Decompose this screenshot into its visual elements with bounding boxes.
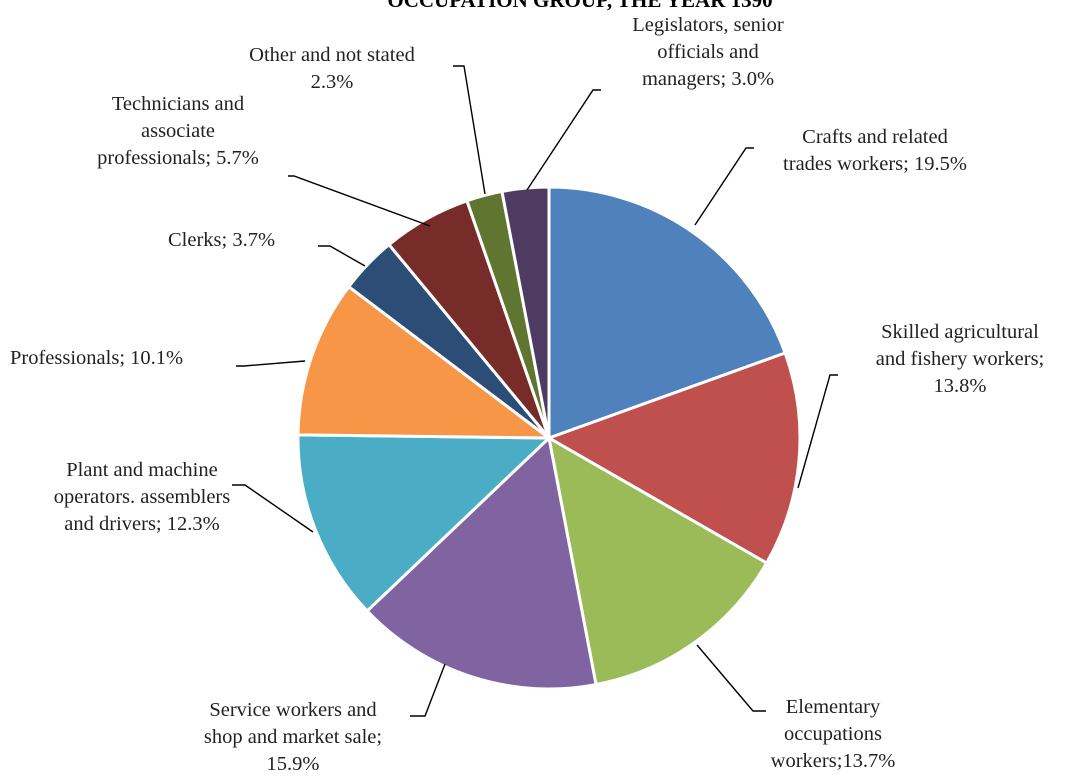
leader-lines (232, 65, 838, 717)
slice-label: Elementary occupations workers;13.7% (771, 696, 896, 772)
slice-label-line: trades workers; 19.5% (783, 153, 967, 175)
leader-line (288, 175, 431, 227)
pie-slice (365, 436, 598, 691)
slice-label-line: Elementary (786, 696, 881, 718)
pie-slice (547, 436, 769, 687)
slice-label-line: occupations (784, 723, 882, 745)
slice-label: Other and not stated 2.3% (249, 44, 415, 93)
slice-label-line: Legislators, senior (632, 14, 784, 36)
pie-slice (296, 433, 551, 613)
slice-label-line: managers; 3.0% (642, 68, 774, 90)
slice-label-line: Other and not stated (249, 44, 415, 66)
slice-label-line: 2.3% (311, 71, 354, 93)
slice-label-line: operators. assemblers (54, 486, 230, 508)
slice-label: Clerks; 3.7% (168, 229, 275, 251)
slice-label-line: 13.8% (934, 375, 987, 397)
slice-label-line: and fishery workers; (876, 348, 1045, 370)
slice-label-line: Service workers and (209, 699, 376, 721)
chart-title: OCCUPATION GROUP, THE YEAR 1390 (387, 0, 772, 12)
slice-label-line: Clerks; 3.7% (168, 229, 275, 251)
leader-line (526, 89, 601, 191)
slice-label-line: professionals; 5.7% (97, 147, 259, 169)
pie-slice (547, 351, 802, 565)
slice-label: Professionals; 10.1% (10, 347, 183, 369)
leader-line (232, 484, 314, 533)
slice-label-line: Skilled agricultural (881, 321, 1039, 343)
leader-line (694, 147, 754, 226)
slice-label: Service workers and shop and market sale;… (204, 699, 382, 775)
leader-line (696, 644, 766, 712)
slice-label-line: and drivers; 12.3% (64, 513, 219, 535)
slice-labels: Crafts and related trades workers; 19.5% S… (10, 14, 1044, 775)
pie-slice (296, 285, 551, 440)
leader-line (797, 374, 838, 489)
slice-label: Crafts and related trades workers; 19.5% (783, 126, 967, 175)
slice-label-line: Professionals; 10.1% (10, 347, 183, 369)
pie-slice (500, 185, 551, 440)
slice-label-line: associate (141, 120, 215, 142)
leader-line (236, 360, 306, 367)
slice-label: Legislators, senior officials and managers… (632, 14, 784, 90)
slice-label: Skilled agricultural and fishery workers;… (876, 321, 1045, 397)
slice-label-line: Crafts and related (802, 126, 948, 148)
slice-label: Plant and machine operators. assemblers an… (54, 459, 230, 535)
slice-label-line: Plant and machine (66, 459, 217, 481)
pie-slice (547, 185, 787, 440)
leader-line (453, 65, 486, 195)
slice-label-line: workers;13.7% (771, 750, 896, 772)
leader-line (318, 245, 366, 267)
slice-label-line: 15.9% (267, 753, 320, 775)
slice-label-line: officials and (657, 41, 759, 63)
slice-label-line: shop and market sale; (204, 726, 382, 748)
slice-label: Technicians and associate professionals; 5… (97, 93, 259, 169)
slice-label-line: Technicians and (112, 93, 244, 115)
leader-line (410, 663, 446, 717)
pie-slices (296, 185, 802, 691)
